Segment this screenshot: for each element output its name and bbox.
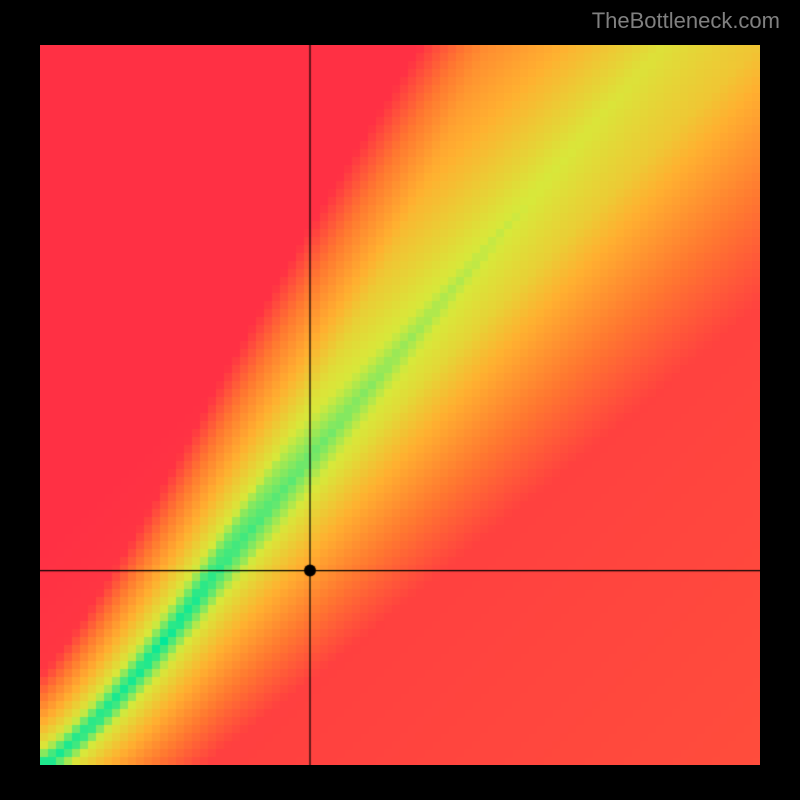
heatmap-chart <box>40 45 760 765</box>
heatmap-canvas <box>40 45 760 765</box>
watermark-text: TheBottleneck.com <box>592 8 780 34</box>
